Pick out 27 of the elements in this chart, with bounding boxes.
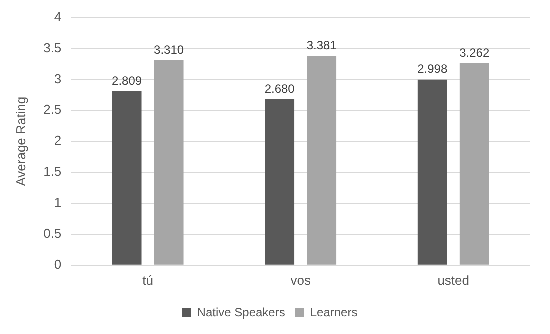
x-tick-label: vos xyxy=(290,272,312,288)
x-tick-label: tú xyxy=(142,272,154,288)
data-label: 2.680 xyxy=(264,82,296,96)
x-tick-label: usted xyxy=(438,272,470,288)
y-tick-label: 0.5 xyxy=(44,226,62,242)
bar xyxy=(265,100,295,265)
data-label: 2.998 xyxy=(418,62,448,76)
y-tick-label: 0 xyxy=(54,256,62,272)
y-tick-label: 2 xyxy=(54,133,62,148)
y-axis-title: Average Rating xyxy=(13,96,28,186)
y-tick-label: 3.5 xyxy=(44,40,62,56)
bar xyxy=(112,92,142,265)
bar xyxy=(307,56,337,265)
bar xyxy=(154,60,184,265)
data-label: 3.262 xyxy=(460,46,490,60)
y-tick-label: 2.5 xyxy=(44,102,62,118)
legend-label: Learners xyxy=(310,305,358,320)
bar xyxy=(418,80,448,265)
data-label: 3.310 xyxy=(154,42,184,57)
legend-label: Native Speakers xyxy=(197,305,286,320)
y-tick-label: 1.5 xyxy=(44,164,62,180)
data-label: 3.381 xyxy=(306,38,338,52)
data-label: 2.809 xyxy=(112,74,142,88)
y-tick-label: 3 xyxy=(54,71,62,86)
y-tick-label: 1 xyxy=(54,195,62,210)
bar xyxy=(460,63,490,265)
y-tick-label: 4 xyxy=(54,9,62,24)
